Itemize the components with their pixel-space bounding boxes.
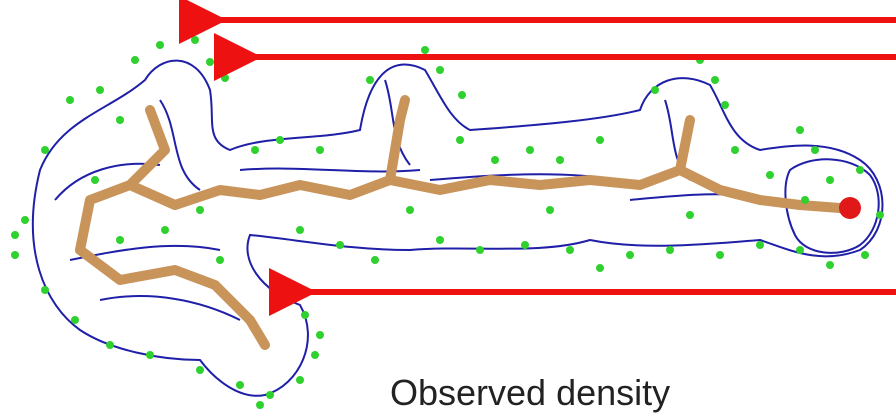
arrows: [179, 0, 896, 316]
oxygen-atom: [839, 197, 861, 219]
density-mesh: [31, 59, 884, 397]
atom-point-cloud: [11, 14, 884, 409]
caption-observed-density: Observed density: [390, 372, 671, 413]
stick-model: [75, 95, 845, 350]
